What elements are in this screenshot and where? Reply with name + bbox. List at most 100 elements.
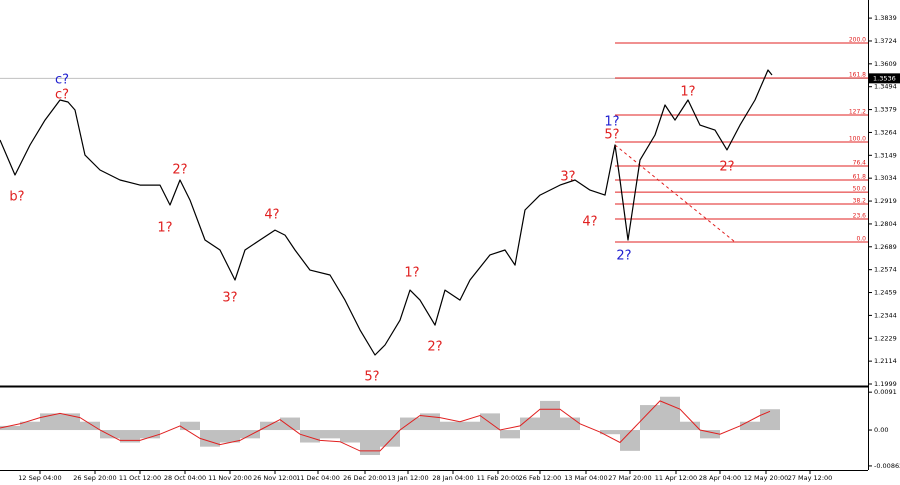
wave-label: 4? — [582, 215, 597, 230]
fib-label: 76.4 — [853, 160, 867, 167]
histogram-bar — [100, 430, 120, 439]
wave-label: 2? — [172, 163, 187, 178]
wave-label: c? — [55, 88, 69, 103]
wave-label: 1? — [680, 85, 695, 100]
x-tick-label: 12 Sep 04:00 — [18, 474, 61, 482]
histogram-bar — [360, 430, 380, 456]
y-tick-label: 1.2229 — [874, 334, 897, 342]
wave-label: 3? — [222, 291, 237, 306]
histogram-bar — [600, 430, 620, 435]
histogram-bar — [760, 409, 770, 431]
wave-label: 2? — [616, 248, 631, 263]
x-tick-label: 28 Jan 04:00 — [432, 474, 473, 482]
histogram-bar — [40, 413, 60, 431]
y-tick-label: 1.2919 — [874, 197, 897, 205]
y-tick-label: 1.3724 — [874, 37, 897, 45]
fib-label: 127.2 — [849, 108, 866, 115]
histogram-bar — [440, 421, 460, 431]
histogram-bar — [20, 421, 40, 431]
x-tick-label: 27 May 12:00 — [788, 474, 833, 482]
fib-anchor — [614, 144, 736, 243]
y-tick-label: 0.0091 — [874, 388, 897, 396]
x-tick-label: 11 Nov 20:00 — [208, 474, 252, 482]
fib-label: 0.0 — [856, 236, 866, 243]
x-tick-label: 11 Feb 20:00 — [477, 474, 520, 482]
wave-label: 2? — [427, 340, 442, 355]
wave-label: 5? — [604, 128, 619, 143]
x-tick-label: 26 Sep 20:00 — [73, 474, 116, 482]
x-tick-label: 26 Feb 12:00 — [519, 474, 562, 482]
histogram-bar — [380, 430, 400, 447]
current-price-label: 1.3536 — [873, 74, 896, 82]
fib-label: 38.2 — [853, 198, 867, 205]
histogram-bar — [340, 430, 360, 443]
wave-label: 2? — [719, 160, 734, 175]
histogram-bar — [300, 430, 320, 443]
wave-label: 1? — [404, 266, 419, 281]
histogram-bar — [280, 417, 300, 431]
y-tick-label: 1.2114 — [874, 357, 897, 365]
y-tick-label: 1.2804 — [874, 220, 897, 228]
x-tick-label: 13 Mar 04:00 — [564, 474, 607, 482]
histogram-bar — [660, 396, 680, 431]
fib-label: 61.8 — [853, 173, 867, 180]
x-tick-label: 11 Apr 12:00 — [655, 474, 697, 482]
histogram-bar — [80, 421, 100, 431]
histogram-bar — [180, 421, 200, 431]
y-tick-label: 1.3264 — [874, 128, 897, 136]
histogram-bar — [260, 421, 280, 431]
x-tick-label: 13 Jan 12:00 — [387, 474, 428, 482]
y-tick-label: 1.3034 — [874, 174, 897, 182]
y-tick-label: 1.2344 — [874, 311, 897, 319]
y-tick-label: 1.3494 — [874, 83, 897, 91]
histogram-bar — [120, 430, 140, 443]
x-tick-label: 28 Apr 04:00 — [699, 474, 741, 482]
histogram-bar — [60, 413, 80, 431]
y-tick-label: 1.2459 — [874, 289, 897, 297]
current-price-box — [868, 73, 900, 84]
y-tick-label: 1.3149 — [874, 151, 897, 159]
signal-line — [0, 400, 771, 452]
histogram-bar — [500, 430, 520, 439]
wave-label: 4? — [264, 208, 279, 223]
y-tick-label: 0.00 — [874, 426, 888, 434]
x-tick-label: 26 Nov 12:00 — [253, 474, 297, 482]
x-tick-label: 11 Oct 12:00 — [119, 474, 161, 482]
x-tick-label: 27 Mar 20:00 — [608, 474, 651, 482]
histogram-bar — [460, 421, 480, 431]
wave-label: 1? — [604, 115, 619, 130]
histogram-bar — [540, 400, 560, 431]
x-tick-label: 11 Dec 04:00 — [296, 474, 340, 482]
x-tick-label: 28 Oct 04:00 — [164, 474, 206, 482]
histogram-bar — [140, 430, 160, 439]
histogram-bar — [770, 409, 780, 431]
y-tick-label: 1.2689 — [874, 243, 897, 251]
price-line — [0, 69, 773, 356]
fib-label: 23.6 — [853, 212, 867, 219]
y-tick-label: 1.2574 — [874, 266, 897, 274]
y-tick-label: 1.1999 — [874, 380, 897, 388]
fib-label: 200.0 — [849, 36, 866, 43]
wave-label: 1? — [157, 221, 172, 236]
fib-label: 50.0 — [853, 186, 867, 193]
y-tick-label: 1.3379 — [874, 106, 897, 114]
histogram-bar — [740, 421, 760, 431]
histogram-bar — [240, 430, 260, 439]
y-tick-label: 1.3609 — [874, 60, 897, 68]
fib-label: 161.8 — [849, 71, 866, 78]
wave-label: 5? — [364, 370, 379, 385]
histogram-bar — [560, 417, 580, 431]
histogram-bar — [320, 430, 340, 439]
histogram-bar — [640, 405, 660, 431]
wave-label: 3? — [560, 169, 575, 184]
wave-label: c? — [55, 72, 69, 87]
histogram-bar — [520, 417, 540, 431]
histogram-bar — [680, 421, 700, 431]
x-tick-label: 26 Dec 20:00 — [343, 474, 387, 482]
histogram-bar — [0, 425, 20, 431]
histogram-bar — [620, 430, 640, 451]
wave-label: b? — [9, 190, 24, 205]
histogram-bar — [220, 430, 240, 443]
y-tick-label: -0.00862 — [874, 462, 900, 470]
